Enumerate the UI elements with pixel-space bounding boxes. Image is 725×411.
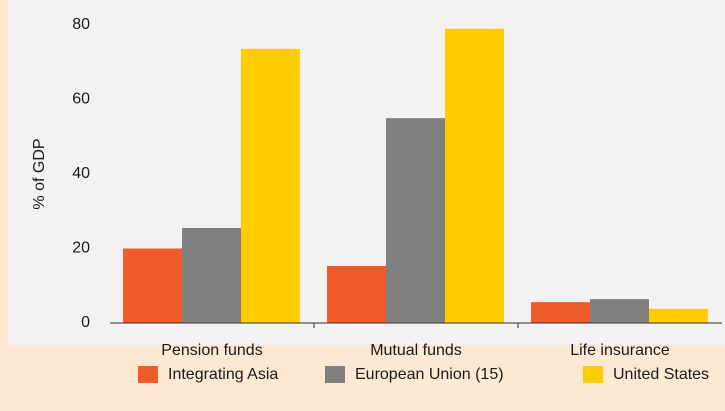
legend-swatch: [325, 366, 345, 383]
y-tick-label: 40: [72, 165, 90, 182]
x-tick-label: Life insurance: [570, 342, 670, 359]
y-tick-label: 20: [72, 240, 90, 257]
bar: [182, 228, 241, 323]
bar: [241, 48, 300, 324]
bar: [590, 299, 649, 323]
y-tick-label: 60: [72, 91, 90, 108]
y-axis-label: % of GDP: [31, 138, 48, 209]
legend-label: European Union (15): [355, 366, 504, 383]
bar: [649, 308, 708, 323]
x-tick-label: Mutual funds: [370, 342, 462, 359]
y-tick-label: 0: [81, 314, 90, 331]
legend-label: United States: [613, 366, 709, 383]
bar: [123, 248, 182, 323]
legend-label: Integrating Asia: [168, 366, 278, 383]
bar: [327, 266, 386, 323]
legend-swatch: [583, 366, 603, 383]
y-tick-label: 80: [72, 16, 90, 33]
bar: [531, 302, 590, 323]
x-tick-label: Pension funds: [161, 342, 262, 359]
legend-swatch: [138, 366, 158, 383]
bar: [445, 28, 504, 323]
bar: [386, 118, 445, 323]
